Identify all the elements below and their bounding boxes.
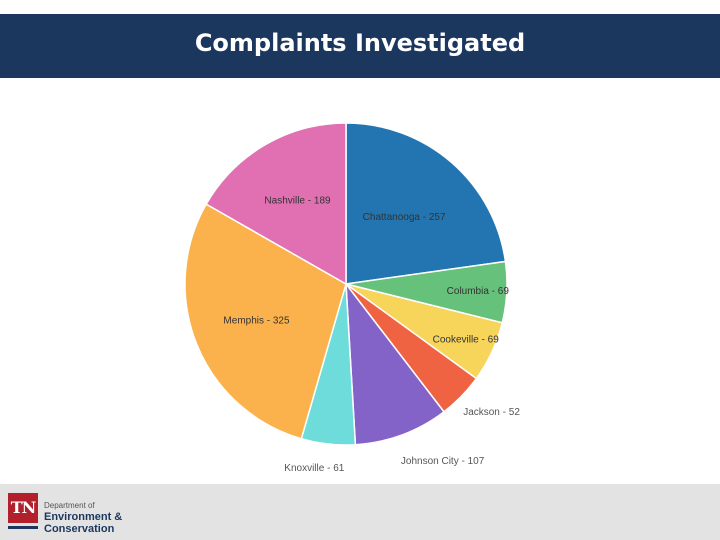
pie-slice-memphis xyxy=(184,203,347,440)
logo-underline xyxy=(8,526,38,529)
pie-slice-johnson-city xyxy=(345,281,445,446)
pie-chart-svg: Chattanooga - 257 Columbia - 69 Cookeville… xyxy=(184,122,520,474)
slice-label-jackson: Jackson - 52 xyxy=(463,407,520,418)
title-bar: Complaints Investigated xyxy=(0,14,720,78)
department-name: Department of Environment & Conservation xyxy=(44,501,122,535)
slice-label-nashville: Nashville - 189 xyxy=(264,196,331,207)
pie-chart: Chattanooga - 257 Columbia - 69 Cookeville… xyxy=(150,100,570,475)
slice-label-knoxville: Knoxville - 61 xyxy=(284,463,344,474)
pie-slice-nashville xyxy=(205,122,347,286)
slice-label-columbia: Columbia - 69 xyxy=(447,286,510,297)
dept-line-2: Conservation xyxy=(44,523,115,535)
slice-label-memphis: Memphis - 325 xyxy=(223,315,290,326)
page-title: Complaints Investigated xyxy=(194,29,526,57)
dept-line-1: Environment & xyxy=(44,511,123,523)
slice-label-johnson-city: Johnson City - 107 xyxy=(401,456,485,467)
slice-label-chattanooga: Chattanooga - 257 xyxy=(363,212,446,223)
footer xyxy=(0,484,720,540)
slice-label-cookeville: Cookeville - 69 xyxy=(433,335,500,346)
tn-logo: TN xyxy=(8,493,38,523)
pie-slice-chattanooga xyxy=(345,122,507,285)
dept-prefix: Department of xyxy=(44,501,95,510)
